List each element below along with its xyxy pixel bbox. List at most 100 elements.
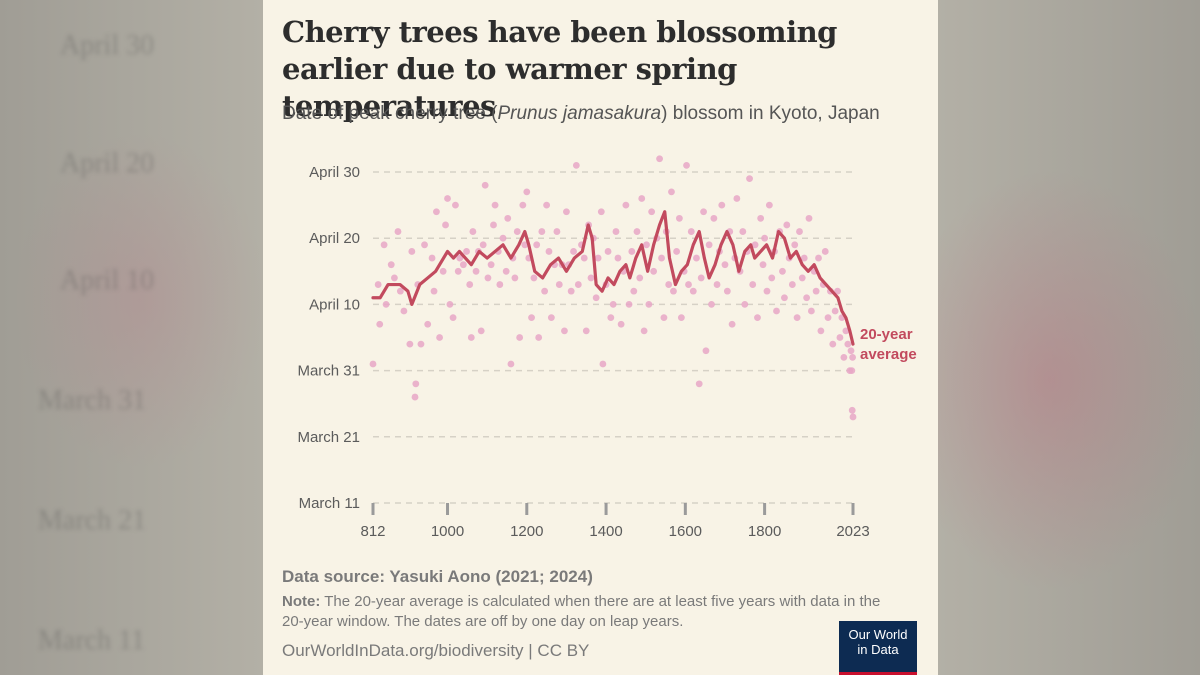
data-source: Data source: Yasuki Aono (2021; 2024) (282, 567, 593, 586)
scatter-point (519, 201, 527, 209)
scatter-point (587, 274, 595, 282)
scatter-point (430, 287, 438, 295)
scatter-point (535, 334, 543, 341)
note-text: The 20-year average is calculated when t… (282, 593, 881, 630)
scatter-point (763, 287, 771, 295)
scatter-point (417, 340, 425, 348)
scatter-point (739, 228, 747, 235)
scatter-point (842, 327, 850, 335)
scatter-point (702, 347, 710, 355)
scatter-point (394, 228, 402, 235)
scatter-point (466, 281, 474, 288)
scatter-point (683, 161, 690, 169)
scatter-point (848, 367, 856, 374)
subtitle-species: Prunus jamasakura (497, 103, 662, 124)
y-tick-label: March 31 (297, 363, 360, 380)
scatter-point (824, 314, 832, 322)
scatter-point (472, 267, 480, 275)
scatter-point (708, 301, 715, 308)
scatter-point (449, 314, 457, 322)
scatter-point (749, 281, 757, 288)
scatter-point (421, 241, 428, 249)
scatter-point (406, 340, 414, 348)
scatter-point (382, 301, 390, 308)
scatter-point (718, 201, 726, 209)
scatter-point (791, 241, 799, 249)
scatter-point (452, 201, 459, 209)
scatter-point (607, 314, 615, 322)
scatter-point (741, 301, 749, 308)
chart-note: Note: The 20-year average is calculated … (282, 592, 902, 632)
scatter-point (391, 274, 398, 282)
scatter-point (433, 208, 440, 216)
owid-logo[interactable]: Our World in Data (839, 621, 917, 675)
scatter-point (733, 195, 741, 202)
scatter-point (528, 314, 535, 322)
scatter-point (685, 281, 692, 288)
scatter-point (484, 274, 492, 282)
scatter-point (645, 301, 653, 308)
scatter-point (665, 281, 673, 288)
scatter-point (612, 228, 620, 235)
scatter-point (496, 281, 504, 288)
scatter-point (499, 234, 507, 242)
scatter-point (376, 320, 384, 328)
scatter-point (572, 161, 580, 169)
y-tick-label: April 10 (309, 296, 360, 313)
scatter-point (463, 248, 470, 255)
scatter-point (643, 241, 650, 249)
scatter-point (467, 334, 475, 341)
scatter-point (836, 334, 844, 341)
line-annotation: average (860, 346, 917, 363)
scatter-point (710, 214, 718, 222)
scatter-point (454, 267, 462, 275)
scatter-point (759, 261, 767, 269)
scatter-point (543, 201, 551, 209)
scatter-point (800, 254, 808, 262)
scatter-point (597, 208, 605, 216)
scatter-point (768, 274, 776, 282)
scatter-point (412, 380, 420, 388)
scatter-point (380, 241, 388, 249)
scatter-point (630, 287, 638, 295)
scatter-point (456, 254, 464, 262)
scatter-point (840, 353, 848, 361)
scatter-point (444, 195, 451, 202)
scatter-point (502, 267, 510, 275)
scatter-point (490, 221, 497, 229)
scatter-point (553, 228, 561, 235)
scatter-point (604, 248, 612, 255)
y-tick-label: April 30 (309, 164, 360, 181)
scatter-point (693, 254, 700, 262)
scatter-point (567, 287, 575, 295)
scatter-point (821, 248, 829, 255)
scatter-point (545, 248, 553, 255)
x-tick-label: 812 (360, 523, 385, 540)
scatter-point (847, 347, 855, 355)
scatter-point (513, 228, 521, 235)
scatter-point (442, 221, 449, 229)
scatter-point (728, 320, 736, 328)
scatter-point (687, 228, 695, 235)
scatter-point (387, 261, 395, 269)
scatter-point (779, 267, 786, 275)
scatter-point (697, 274, 705, 282)
chart-card: Cherry trees have been blossoming earlie… (263, 0, 938, 675)
scatter-point (446, 301, 454, 308)
scatter-point (570, 248, 577, 255)
scatter-point (504, 214, 512, 222)
scatter-point (614, 254, 622, 262)
scatter-point (617, 320, 625, 328)
scatter-point (436, 334, 443, 341)
scatter-point (533, 241, 541, 249)
scatter-point (829, 340, 837, 348)
scatter-point (803, 294, 811, 302)
scatter-point (788, 281, 796, 288)
x-tick-label: 1400 (589, 523, 622, 540)
subtitle-prefix: Date of peak cherry tree ( (282, 103, 498, 124)
scatter-point (400, 307, 408, 315)
scatter-point (751, 241, 759, 249)
scatter-point (668, 188, 675, 196)
scatter-point (658, 254, 665, 262)
source-url[interactable]: OurWorldInData.org/biodiversity | CC BY (282, 641, 590, 660)
